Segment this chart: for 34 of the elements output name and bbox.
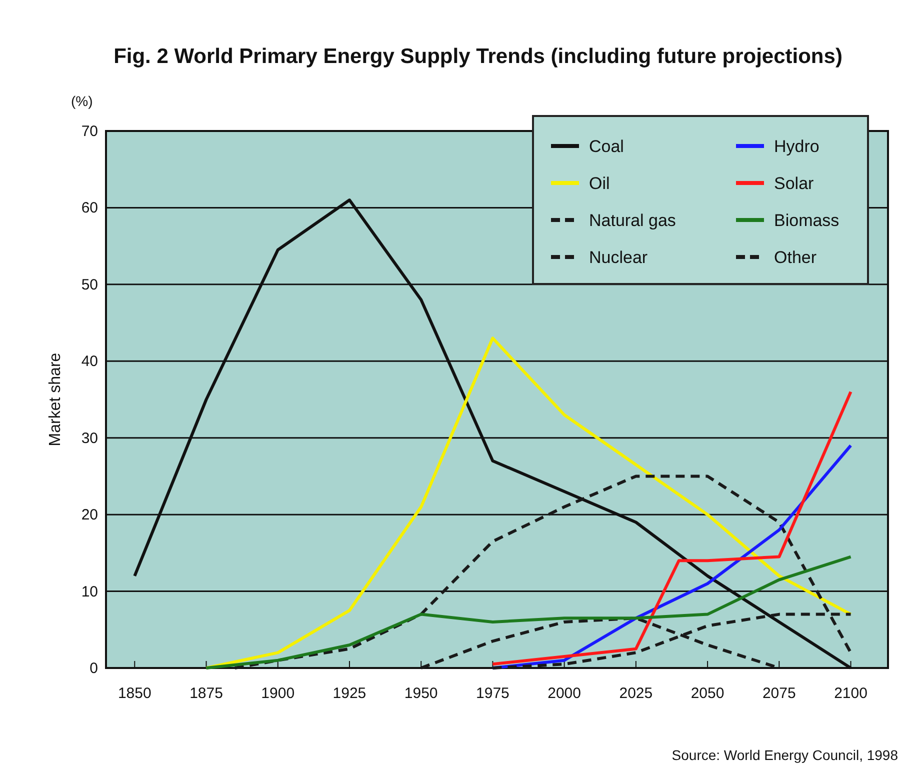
y-axis-title: Market share [47, 352, 64, 446]
x-tick-label: 1975 [476, 685, 510, 702]
x-tick-label: 1925 [332, 685, 366, 702]
line-series [204, 555, 852, 670]
y-tick-label: 0 [90, 660, 98, 677]
y-tick-label: 10 [81, 583, 98, 600]
chart-title: Fig. 2 World Primary Energy Supply Trends (including future projections) [114, 45, 842, 68]
x-tick-label: 1950 [404, 685, 438, 702]
text: (%) [71, 93, 93, 109]
legend-label: Other [774, 248, 817, 267]
legend-label: Biomass [774, 211, 840, 230]
source-note: Source: World Energy Council, 1998 [672, 747, 898, 763]
legend-label: Oil [589, 174, 610, 193]
legend-label: Natural gas [589, 211, 676, 230]
y-tick-label: 30 [81, 430, 98, 447]
x-tick-label: 2000 [548, 685, 582, 702]
y-tick-label: 20 [81, 506, 98, 524]
x-tick-label: 1900 [261, 685, 295, 702]
x-tick-label: 2100 [834, 685, 868, 702]
line-series [204, 336, 852, 670]
y-tick-label: 60 [81, 200, 98, 217]
y-tick-label: 40 [81, 353, 98, 370]
legend-label: Nuclear [589, 248, 648, 267]
x-tick-label: 2050 [690, 685, 724, 702]
legend-label: Hydro [774, 137, 820, 156]
legend-label: Coal [589, 137, 624, 156]
y-tick-label: 70 [81, 123, 98, 140]
y-tick-label: 50 [81, 276, 98, 294]
x-tick-label: 2075 [762, 685, 796, 702]
x-tick-label: 2025 [619, 685, 653, 702]
x-tick-label: 1850 [118, 685, 152, 702]
line-series [491, 390, 852, 666]
legend-label: Solar [774, 174, 814, 193]
x-tick-label: 1875 [190, 685, 223, 702]
